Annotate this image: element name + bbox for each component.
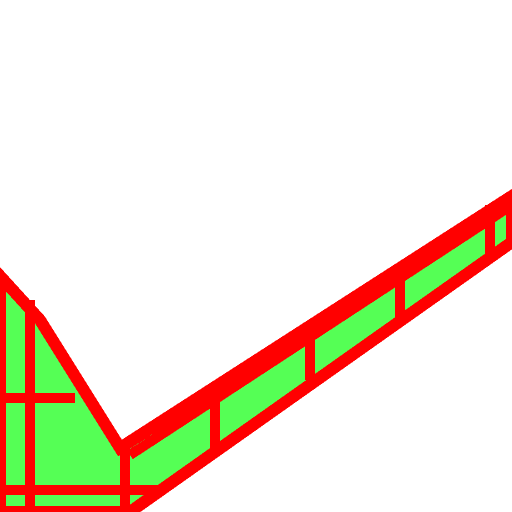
checkmark-fill bbox=[0, 196, 512, 512]
checkmark-icon bbox=[0, 188, 512, 512]
grid-line-diagonal bbox=[127, 200, 512, 460]
checkmark-grid bbox=[0, 200, 512, 512]
checkmark-outline bbox=[0, 188, 512, 512]
